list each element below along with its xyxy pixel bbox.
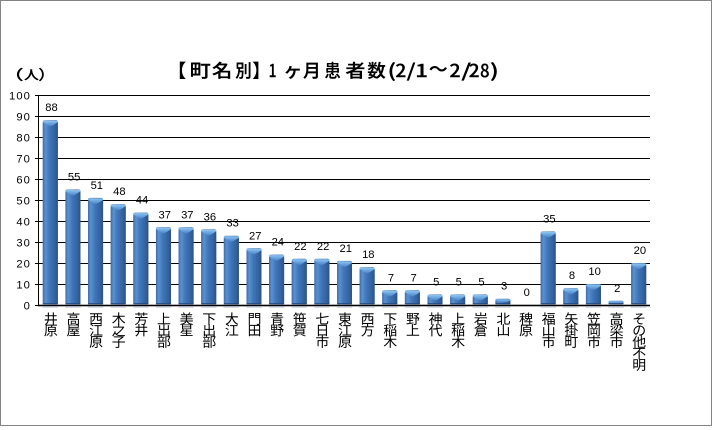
svg-text:50: 50 [16, 195, 31, 207]
svg-text:44: 44 [136, 195, 148, 207]
svg-text:0: 0 [24, 300, 31, 312]
svg-text:60: 60 [16, 174, 31, 186]
svg-text:90: 90 [16, 111, 31, 123]
svg-text:21: 21 [339, 243, 351, 255]
svg-text:18: 18 [362, 249, 374, 261]
svg-text:37: 37 [158, 209, 170, 221]
svg-text:24: 24 [272, 237, 284, 249]
svg-text:100: 100 [9, 90, 31, 102]
svg-text:70: 70 [16, 153, 31, 165]
svg-text:27: 27 [249, 230, 261, 242]
svg-text:37: 37 [181, 209, 193, 221]
svg-text:10: 10 [16, 279, 31, 291]
svg-text:22: 22 [317, 241, 329, 253]
svg-text:36: 36 [204, 211, 216, 223]
svg-text:0: 0 [524, 287, 530, 299]
svg-text:5: 5 [456, 277, 462, 289]
svg-text:88: 88 [45, 102, 57, 114]
svg-text:35: 35 [543, 214, 555, 226]
svg-text:20: 20 [16, 258, 31, 270]
svg-text:7: 7 [410, 272, 416, 284]
svg-text:30: 30 [16, 237, 31, 249]
svg-text:33: 33 [226, 218, 238, 230]
svg-text:48: 48 [113, 186, 125, 198]
svg-text:40: 40 [16, 216, 31, 228]
svg-text:2: 2 [614, 283, 620, 295]
svg-text:80: 80 [16, 132, 31, 144]
svg-text:5: 5 [478, 277, 484, 289]
svg-text:5: 5 [433, 277, 439, 289]
svg-text:51: 51 [91, 180, 103, 192]
svg-text:7: 7 [388, 272, 394, 284]
svg-text:8: 8 [569, 270, 575, 282]
svg-text:3: 3 [501, 281, 507, 293]
svg-text:10: 10 [588, 266, 600, 278]
svg-text:55: 55 [68, 172, 80, 184]
svg-text:20: 20 [634, 245, 646, 257]
svg-text:22: 22 [294, 241, 306, 253]
